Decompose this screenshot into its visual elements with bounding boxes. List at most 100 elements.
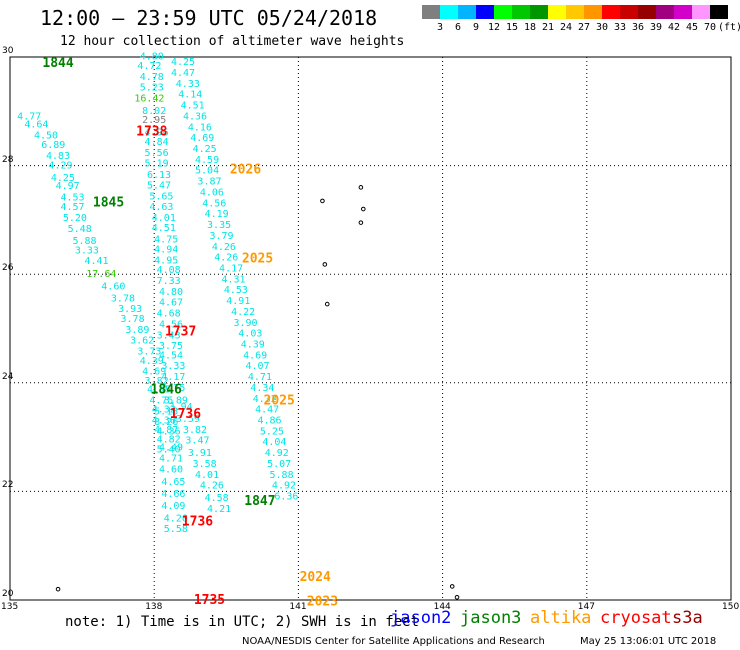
swh-value: 4.58 — [205, 493, 229, 504]
swh-value: 4.32 — [152, 405, 176, 416]
color-scale-label: 21 — [541, 22, 555, 33]
swh-value: 4.21 — [207, 504, 231, 515]
color-swatch — [440, 5, 458, 19]
island-marker — [358, 220, 364, 225]
color-scale-label: 70 — [703, 22, 717, 33]
color-swatch — [422, 5, 440, 19]
swh-value: 4.83 — [46, 151, 70, 162]
swh-value: 3.82 — [183, 425, 207, 436]
color-swatch — [494, 5, 512, 19]
swh-value: 17.64 — [86, 269, 116, 280]
color-scale-label: 39 — [649, 22, 663, 33]
swh-value: 4.69 — [243, 350, 267, 361]
swh-value: 3.93 — [118, 304, 142, 315]
swh-value: 4.92 — [272, 481, 296, 492]
color-swatch — [710, 5, 728, 19]
swh-value: 4.04 — [262, 437, 286, 448]
y-tick-label: 20 — [2, 589, 14, 599]
swh-value: 5.13 — [154, 406, 178, 417]
swh-value: 4.94 — [154, 244, 178, 255]
color-scale-label: 45 — [685, 22, 699, 33]
swh-value: 4.50 — [34, 130, 58, 141]
color-swatch — [656, 5, 674, 19]
island-marker — [360, 206, 366, 212]
swh-value: 4.22 — [231, 307, 255, 318]
color-swatch — [548, 5, 566, 19]
swh-value: 5.23 — [140, 83, 164, 94]
swh-value: 4.84 — [145, 137, 169, 148]
swh-value: 7.33 — [157, 276, 181, 287]
swh-value: 4.53 — [224, 285, 248, 296]
swh-value: 4.19 — [205, 209, 229, 220]
swh-value: 5.40 — [157, 444, 181, 455]
swh-value: 3.91 — [188, 448, 212, 459]
swh-value: 4.56 — [202, 198, 226, 209]
swh-value: 4.78 — [140, 72, 164, 83]
swh-value: 4.65 — [161, 477, 185, 488]
swh-value: 4.26 — [214, 253, 238, 264]
chart-subtitle: 12 hour collection of altimeter wave hei… — [60, 34, 405, 49]
swh-value: 5.65 — [149, 191, 173, 202]
swh-value: 3.94 — [169, 402, 193, 413]
swh-value: 4.39 — [140, 356, 164, 367]
color-swatch — [638, 5, 656, 19]
y-tick-label: 24 — [2, 371, 14, 382]
color-swatch — [566, 5, 584, 19]
swh-value: 4.96 — [145, 128, 169, 139]
swh-value: 4.68 — [157, 309, 181, 320]
legend-cryosat: cryosat — [600, 608, 672, 628]
swh-value: 4.72 — [137, 61, 161, 72]
swh-value: 3.90 — [233, 318, 257, 329]
swh-value: 3.89 — [125, 325, 149, 336]
swh-value: 3.79 — [209, 231, 233, 242]
swh-value: 4.36 — [157, 426, 181, 437]
swh-value: 4.53 — [60, 192, 84, 203]
swh-value: 4.60 — [159, 464, 183, 475]
swh-value: 4.26 — [212, 242, 236, 253]
swh-value: 4.17 — [161, 372, 185, 383]
y-tick-label: 22 — [2, 480, 14, 491]
color-scale-label: 15 — [505, 22, 519, 33]
color-scale-label: (ft) — [718, 22, 740, 33]
swh-value: 5.48 — [68, 224, 92, 235]
swh-value: 4.31 — [221, 274, 245, 285]
swh-value: 4.06 — [200, 187, 224, 198]
color-scale-label: 33 — [613, 22, 627, 33]
swh-value: 5.07 — [267, 459, 291, 470]
color-swatch — [530, 5, 548, 19]
swh-value: 8.26 — [154, 417, 178, 428]
legend-s3a: s3a — [672, 608, 703, 628]
color-scale-label: 30 — [595, 22, 609, 33]
swh-value: 3.78 — [121, 314, 145, 325]
swh-value: 4.80 — [159, 287, 183, 298]
pass-time-label: 1845 — [93, 195, 124, 210]
swh-value: 3.43 — [157, 330, 181, 341]
island-marker — [55, 586, 61, 592]
swh-value: 4.20 — [164, 513, 188, 524]
legend-jason2: jason2 — [390, 608, 452, 628]
pass-time-label: 2023 — [307, 594, 338, 609]
pass-time-label: 1738 — [136, 125, 167, 140]
swh-value: 4.17 — [219, 263, 243, 274]
color-swatch — [476, 5, 494, 19]
pass-time-label: 2026 — [230, 163, 261, 178]
swh-value: 6.36 — [274, 492, 298, 503]
swh-value: 4.36 — [152, 416, 176, 427]
swh-value: 4.57 — [60, 202, 84, 213]
swh-value: 3.87 — [197, 177, 221, 188]
swh-value: 3.78 — [111, 293, 135, 304]
color-scale-label: 9 — [472, 22, 480, 33]
x-tick-label: 144 — [433, 602, 451, 612]
x-tick-label: 147 — [577, 602, 595, 612]
swh-value: 4.51 — [152, 223, 176, 234]
swh-value: 5.47 — [147, 180, 171, 191]
swh-value: 4.56 — [159, 319, 183, 330]
color-scale-label: 36 — [631, 22, 645, 33]
plot-frame — [9, 56, 732, 601]
color-swatch — [584, 5, 602, 19]
swh-value: 3.33 — [75, 246, 99, 257]
pass-time-label: 1846 — [151, 383, 182, 398]
swh-value: 5.04 — [195, 166, 219, 177]
